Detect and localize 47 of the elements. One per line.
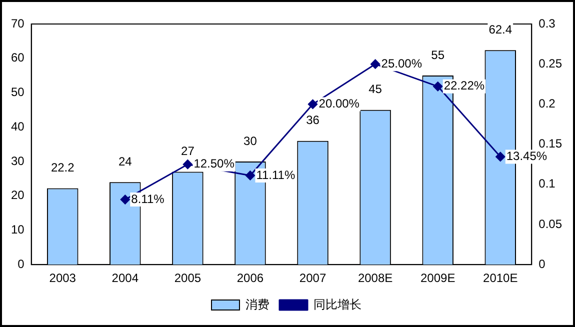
y-tick-label: 70	[10, 16, 25, 30]
y-tick-label: 50	[10, 85, 25, 100]
x-tick-label: 2004	[112, 271, 139, 286]
data-label: 20.00%	[318, 96, 360, 111]
data-label: 55	[431, 48, 445, 62]
point	[182, 160, 192, 170]
data-label: 27	[181, 144, 195, 158]
point	[120, 194, 130, 204]
data-label: 8.11%	[131, 192, 165, 206]
data-label: 22.22%	[444, 78, 485, 93]
data-label: 12.50%	[194, 156, 235, 171]
x-tick-label: 2010E	[483, 271, 518, 286]
data-label: 24	[118, 154, 132, 168]
y-tick-label: 0	[18, 256, 25, 271]
data-label: 45	[368, 82, 382, 96]
data-label: 11.11%	[256, 168, 296, 182]
x-tick-label: 2008E	[358, 271, 393, 286]
legend-label: 同比增长	[314, 297, 362, 312]
data-label: 62.4	[488, 22, 512, 36]
x-tick-label: 2006	[236, 271, 264, 286]
x-tick-label: 2009E	[420, 271, 456, 286]
data-label: 30	[244, 134, 258, 148]
y2-tick-label: 0	[538, 256, 546, 271]
data-label: 36	[306, 113, 320, 128]
x-tick-label: 2005	[174, 271, 202, 286]
y-tick-label: 10	[10, 222, 25, 237]
data-label: 22.2	[50, 160, 75, 175]
point	[308, 99, 318, 109]
y2-tick-label: 0.25	[538, 56, 562, 70]
x-tick-label: 2007	[299, 271, 326, 286]
y-tick-label: 30	[10, 154, 25, 168]
y2-tick-label: 0.05	[538, 216, 562, 231]
point	[245, 170, 255, 180]
data-label: 25.00%	[381, 56, 422, 70]
y-tick-label: 20	[10, 188, 25, 202]
point	[433, 82, 443, 92]
point	[496, 152, 506, 162]
y2-tick-label: 0.2	[538, 96, 556, 111]
x-tick-label: 2003	[49, 271, 76, 286]
y2-tick-label: 0.1	[538, 176, 556, 191]
y2-tick-label: 0.3	[538, 16, 556, 30]
legend-label: 消费	[246, 297, 270, 312]
data-label: 13.45%	[506, 149, 548, 164]
point	[370, 59, 380, 69]
y-tick-label: 60	[10, 50, 25, 65]
y2-tick-label: 0.15	[538, 136, 562, 151]
y-tick-label: 40	[10, 119, 25, 134]
